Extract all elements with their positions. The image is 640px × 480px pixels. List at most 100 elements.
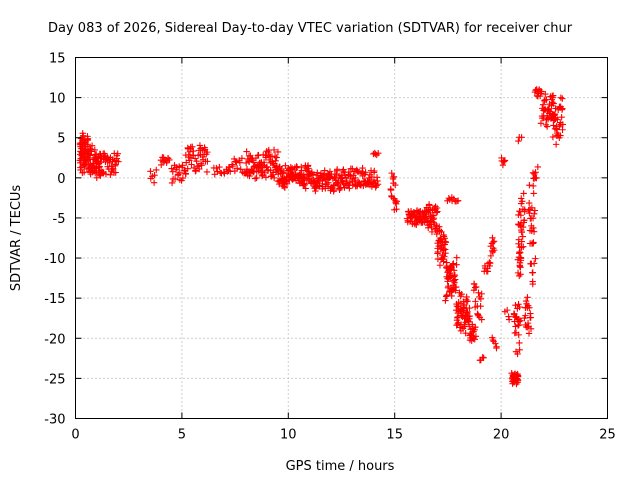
data-point: [261, 169, 268, 176]
data-point: [520, 243, 527, 250]
data-point: [204, 148, 211, 156]
data-point: [440, 231, 447, 239]
data-point: [354, 168, 361, 175]
data-point: [550, 122, 557, 129]
data-point: [228, 161, 236, 168]
data-point: [214, 168, 221, 175]
data-point: [526, 181, 533, 189]
data-point: [527, 314, 534, 321]
data-point: [115, 158, 122, 165]
data-point: [516, 303, 523, 311]
data-point: [343, 177, 351, 185]
data-point: [472, 298, 479, 305]
data-point: [301, 181, 308, 189]
data-point: [393, 205, 400, 213]
data-point: [462, 329, 469, 337]
data-point: [484, 268, 491, 275]
data-point: [475, 289, 482, 296]
data-point: [237, 166, 244, 173]
data-point: [524, 294, 531, 301]
y-tick-label: -30: [44, 413, 65, 428]
x-tick-label: 25: [599, 428, 616, 443]
data-point: [516, 346, 523, 353]
data-point: [500, 158, 508, 165]
data-point: [184, 165, 191, 172]
data-point: [253, 174, 260, 182]
data-point: [518, 134, 525, 141]
data-point: [370, 169, 378, 176]
data-point: [530, 228, 538, 235]
data-point: [531, 210, 538, 218]
x-tick-label: 5: [178, 428, 186, 443]
data-point: [169, 168, 176, 175]
data-point: [229, 162, 237, 170]
data-point: [524, 319, 532, 327]
data-point: [374, 177, 381, 185]
data-point: [487, 260, 494, 267]
data-point: [314, 179, 321, 186]
data-point: [321, 167, 328, 174]
data-point: [525, 199, 533, 207]
grid: [75, 57, 608, 419]
data-point: [472, 333, 480, 340]
y-tick-label: -10: [44, 252, 65, 267]
data-point: [472, 323, 479, 331]
data-point: [263, 163, 271, 171]
data-point: [270, 146, 278, 154]
y-tick-label: -5: [53, 212, 66, 227]
data-point: [441, 253, 448, 260]
y-tick-label: 5: [57, 132, 65, 147]
data-point: [243, 148, 250, 155]
data-point: [302, 185, 309, 192]
y-tick-label: 10: [49, 92, 66, 107]
data-point: [489, 336, 497, 344]
data-point: [93, 174, 100, 181]
data-point: [413, 221, 420, 229]
data-point: [559, 126, 566, 133]
data-point: [442, 238, 449, 245]
data-point: [530, 224, 537, 232]
data-point: [428, 223, 435, 231]
data-point: [178, 164, 186, 171]
data-point: [176, 169, 183, 176]
data-point: [232, 158, 239, 165]
data-point: [525, 330, 533, 337]
data-point: [352, 174, 359, 182]
data-point: [387, 185, 394, 193]
data-point: [538, 88, 545, 95]
data-point: [530, 239, 537, 246]
data-point: [452, 283, 460, 291]
data-point: [175, 163, 183, 170]
data-point: [319, 171, 327, 178]
data-point: [81, 162, 88, 169]
data-point: [450, 260, 457, 267]
data-point: [477, 303, 484, 310]
data-point: [356, 180, 363, 188]
data-point: [511, 310, 518, 318]
x-tick-label: 20: [493, 428, 510, 443]
data-point: [238, 155, 246, 162]
data-point: [279, 170, 286, 177]
data-point: [278, 165, 285, 173]
data-point: [515, 331, 522, 339]
data-point: [445, 195, 453, 202]
data-point: [274, 148, 282, 156]
data-point: [168, 165, 175, 172]
data-point: [151, 172, 158, 179]
data-point: [556, 122, 563, 130]
data-point: [491, 246, 498, 254]
data-point: [99, 168, 106, 176]
data-point: [433, 204, 441, 212]
data-point: [499, 161, 507, 169]
x-axis-title: GPS time / hours: [286, 459, 395, 474]
data-point: [518, 238, 525, 245]
data-point: [533, 174, 540, 182]
data-point: [534, 163, 542, 171]
data-point: [452, 276, 459, 283]
data-point: [189, 143, 196, 151]
data-point: [539, 101, 547, 108]
data-point: [532, 169, 539, 176]
data-point: [532, 255, 539, 262]
y-axis-title: SDTVAR / TECUs: [9, 185, 24, 292]
